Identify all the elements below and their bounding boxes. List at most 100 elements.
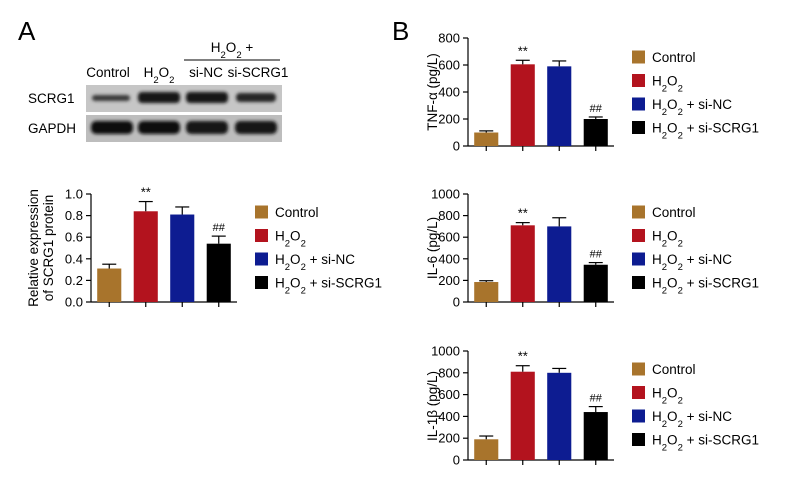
y-tick-label: 0.8 [65, 208, 83, 223]
western-blot: H2O2 + Control H2O2 si-NC si-SCRG1 SCRG1… [28, 40, 288, 142]
y-tick-label: 400 [438, 409, 460, 424]
y-axis-label: IL-1β (pg/L) [425, 371, 440, 441]
significance-mark: ** [518, 349, 528, 364]
significance-mark: ## [590, 249, 603, 261]
panel-a-letter: A [18, 16, 36, 46]
bar [170, 214, 195, 302]
legend-swatch [632, 50, 645, 64]
legend-label: H2O2 [652, 386, 683, 407]
y-tick-label: 600 [438, 387, 460, 402]
legend-label: H2O2 + si-SCRG1 [652, 276, 759, 297]
blot-band [91, 121, 133, 134]
bar [474, 439, 499, 460]
y-tick-label: 400 [438, 251, 460, 266]
bar [583, 412, 608, 460]
legend-label: H2O2 + si-SCRG1 [652, 121, 759, 142]
legend-label: Control [275, 205, 319, 220]
y-tick-label: 800 [438, 208, 460, 223]
bar [510, 225, 535, 302]
blot-band [186, 92, 228, 103]
legend-swatch [255, 252, 268, 266]
bar [97, 268, 122, 302]
legend-label: H2O2 [652, 229, 683, 250]
y-tick-label: 800 [438, 31, 460, 46]
blot-band [235, 121, 277, 134]
legend-swatch [632, 276, 645, 289]
bar [510, 64, 535, 146]
legend-label: H2O2 + si-NC [652, 409, 732, 430]
legend-swatch [632, 74, 645, 87]
y-tick-label: 0.2 [65, 273, 83, 288]
y-tick-label: 200 [438, 431, 460, 446]
legend-swatch [632, 409, 645, 423]
legend-swatch [632, 97, 645, 111]
bar [583, 264, 608, 302]
y-tick-label: 0.6 [65, 230, 83, 245]
y-tick-label: 1000 [431, 187, 460, 202]
bar [510, 371, 535, 460]
blot-row-scrg1: SCRG1 [28, 91, 75, 106]
significance-mark: ** [518, 43, 528, 58]
y-axis-label: TNF-α (pg/L) [425, 53, 440, 131]
y-tick-label: 0 [453, 139, 460, 154]
blot-bands-scrg1 [92, 92, 276, 103]
bar [547, 372, 572, 460]
legend-label: H2O2 + si-NC [275, 252, 355, 273]
y-tick-label: 0.4 [65, 251, 83, 266]
chart-2: 0 200 400 600 800 1000 IL-6 (pg/L) ** ## Control H… [425, 187, 759, 310]
y-tick-label: 200 [438, 112, 460, 127]
significance-mark: ## [590, 103, 603, 115]
legend-swatch [632, 252, 645, 266]
legend-swatch [632, 229, 645, 242]
legend-label: H2O2 + si-SCRG1 [652, 433, 759, 454]
y-tick-label: 0 [453, 453, 460, 468]
legend-label: Control [652, 362, 696, 377]
legend-swatch [632, 362, 645, 376]
y-tick-label: 1000 [431, 344, 460, 359]
legend-swatch [632, 121, 645, 134]
blot-lane-si-scrg1: si-SCRG1 [228, 65, 289, 80]
y-tick-label: 600 [438, 58, 460, 73]
significance-mark: ** [518, 206, 528, 221]
legend-label: H2O2 + si-NC [652, 97, 732, 118]
legend-label: H2O2 [652, 74, 683, 95]
legend-label: H2O2 + si-SCRG1 [275, 276, 382, 297]
legend-swatch [255, 276, 268, 289]
blot-band [138, 92, 180, 103]
y-tick-label: 800 [438, 365, 460, 380]
bar [474, 132, 499, 146]
bar [133, 211, 158, 302]
panel-b-letter: B [392, 16, 409, 46]
legend-label: H2O2 [275, 229, 306, 250]
bar [206, 243, 231, 302]
blot-group-header: H2O2 + [211, 40, 254, 61]
significance-mark: ## [213, 222, 226, 234]
y-tick-label: 0 [453, 295, 460, 310]
bar [583, 119, 608, 146]
blot-row-gapdh: GAPDH [28, 121, 76, 136]
chart-3: 0 200 400 600 800 1000 IL-1β (pg/L) ** ## Control… [425, 344, 759, 468]
blot-band [236, 93, 276, 102]
blot-bands-gapdh [91, 121, 277, 134]
blot-lane-h2o2: H2O2 [144, 65, 175, 86]
significance-mark: ** [141, 185, 151, 200]
legend-label: Control [652, 205, 696, 220]
legend-swatch [632, 433, 645, 446]
bar [547, 66, 572, 146]
y-axis-label: IL-6 (pg/L) [425, 217, 440, 279]
blot-band [138, 121, 180, 134]
y-tick-label: 600 [438, 230, 460, 245]
blot-band [186, 121, 228, 134]
y-tick-label: 1.0 [65, 187, 83, 202]
blot-lane-control: Control [86, 65, 130, 80]
bar [547, 226, 572, 302]
y-tick-label: 200 [438, 273, 460, 288]
y-tick-label: 400 [438, 85, 460, 100]
blot-band [92, 95, 130, 101]
legend-swatch [255, 229, 268, 242]
chart-0: 0.0 0.2 0.4 0.6 0.8 1.0 Relative expressionof … [26, 185, 382, 310]
legend-swatch [632, 386, 645, 399]
y-tick-label: 0.0 [65, 295, 83, 310]
blot-lane-si-nc: si-NC [189, 65, 223, 80]
